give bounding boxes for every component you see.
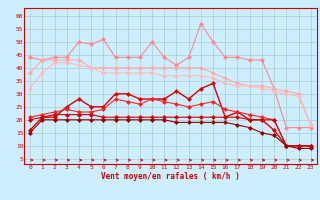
X-axis label: Vent moyen/en rafales ( km/h ): Vent moyen/en rafales ( km/h ) bbox=[101, 172, 240, 181]
